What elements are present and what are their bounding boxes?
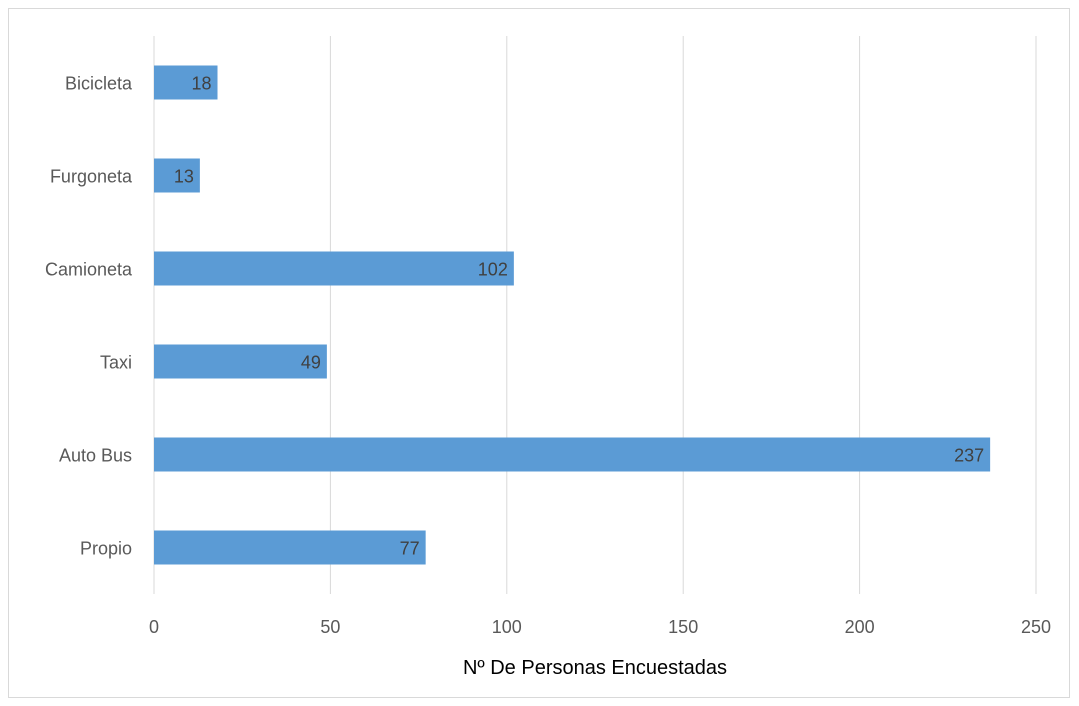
x-tick-label: 100: [492, 617, 522, 637]
data-label: 102: [478, 260, 508, 280]
category-label: Auto Bus: [59, 446, 132, 466]
bar-taxi: [154, 344, 327, 379]
bar-auto-bus: [154, 437, 991, 472]
bar-propio: [154, 530, 426, 565]
x-axis-title: Nº De Personas Encuestadas: [463, 657, 727, 679]
data-label: 13: [174, 167, 194, 187]
x-tick-label: 0: [149, 617, 159, 637]
x-tick-label: 50: [320, 617, 340, 637]
bar-camioneta: [154, 251, 514, 286]
category-label: Furgoneta: [50, 167, 133, 187]
bar-furgoneta: [154, 158, 200, 193]
data-label: 77: [400, 539, 420, 559]
category-label: Camioneta: [45, 260, 133, 280]
x-tick-label: 250: [1021, 617, 1051, 637]
x-tick-label: 150: [668, 617, 698, 637]
bar-bicicleta: [154, 65, 218, 100]
data-label: 237: [954, 446, 984, 466]
category-labels: Bicicleta Furgoneta Camioneta Taxi Auto Bus P…: [45, 74, 133, 559]
tick-labels: 0 50 100 150 200 250: [149, 617, 1051, 637]
gridlines: [153, 36, 1037, 594]
data-label: 18: [191, 74, 211, 94]
category-label: Taxi: [100, 353, 132, 373]
x-tick-label: 200: [845, 617, 875, 637]
bars: 18 13 102 49 237 77: [154, 65, 991, 565]
category-label: Bicicleta: [65, 74, 133, 94]
data-label: 49: [301, 353, 321, 373]
category-label: Propio: [80, 539, 132, 559]
